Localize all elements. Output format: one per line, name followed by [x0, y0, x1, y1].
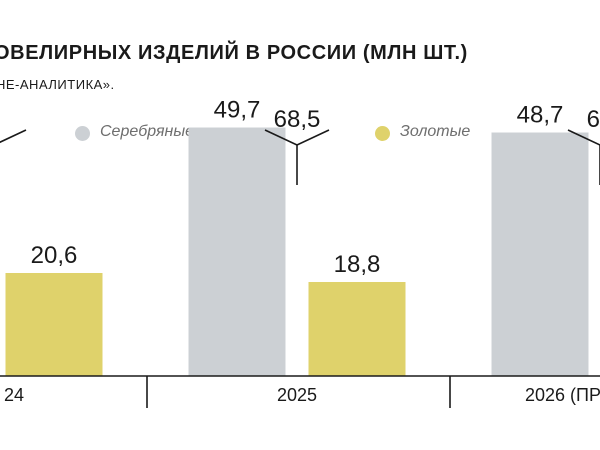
total-bracket-0 [0, 129, 27, 144]
total-label-2: 66 [587, 106, 600, 133]
legend-label-gold: Золотые [400, 123, 471, 140]
bar-silver-2 [491, 132, 589, 376]
bar-label-gold-1: 18,8 [334, 251, 381, 278]
bar-label-silver-1: 49,7 [214, 97, 261, 124]
bar-label-gold-0: 20,6 [31, 242, 78, 269]
total-label-1: 68,5 [274, 106, 321, 133]
bar-gold-1 [308, 282, 406, 376]
legend-swatch-gold [375, 126, 390, 141]
chart-source: НЕ-АНАЛИТИКА». [0, 77, 115, 92]
bar-silver-1 [188, 127, 286, 376]
legend-label-silver: Серебряные [100, 123, 194, 140]
chart-title: ОВЕЛИРНЫХ ИЗДЕЛИЙ В РОССИИ (МЛН ШТ.) [0, 42, 468, 64]
bar-gold-0 [5, 273, 103, 376]
x-tick-label-0: 24 [4, 385, 24, 405]
bar-label-silver-2: 48,7 [517, 102, 564, 129]
x-tick-label-1: 2025 [277, 385, 317, 405]
total-bracket-2 [567, 129, 600, 146]
x-tick-label-2: 2026 (ПР [525, 385, 600, 405]
total-label-0: 2 [0, 106, 1, 133]
legend-swatch-silver [75, 126, 90, 141]
